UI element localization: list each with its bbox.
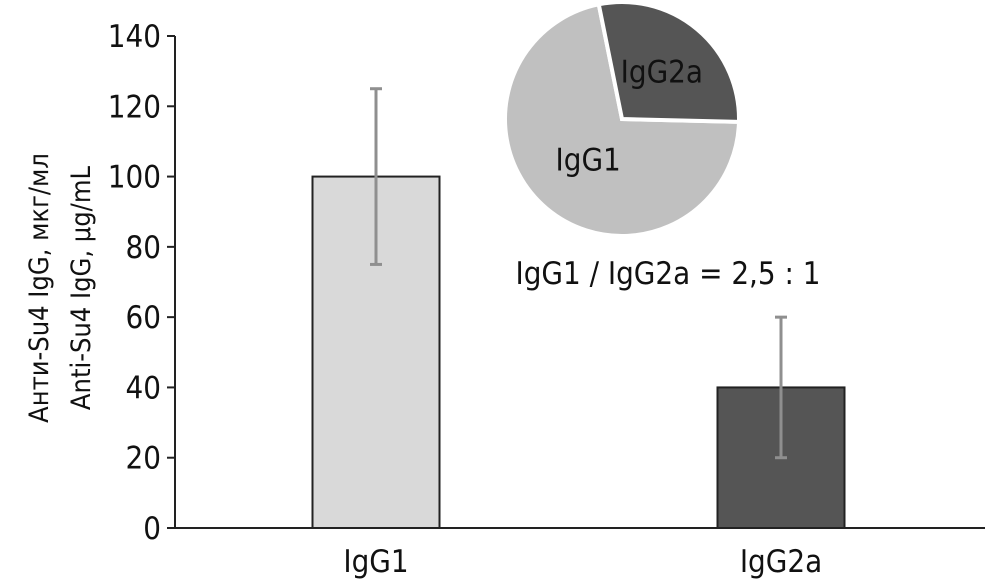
y-tick-label: 100 [108, 160, 161, 196]
x-tick-label: IgG1 [343, 544, 408, 580]
y-tick-label: 140 [108, 19, 161, 55]
y-tick-label: 60 [126, 300, 161, 336]
y-axis-label-en: Anti-Su4 IgG, µg/mL [66, 165, 97, 410]
x-axis-tick-labels: IgG1 IgG2a [343, 544, 822, 580]
pie-slices: IgG1 IgG2a [503, 0, 742, 238]
y-axis-ticks: 0 20 40 60 80 100 120 140 [108, 19, 175, 547]
bars [311, 87, 846, 529]
pie-chart: IgG1 IgG2a IgG1 / IgG2a = 2,5 : 1 [503, 0, 821, 292]
y-tick-label: 40 [126, 370, 161, 406]
y-tick-label: 80 [126, 230, 161, 266]
y-tick-label: 20 [126, 441, 161, 477]
x-tick-label: IgG2a [740, 544, 822, 580]
y-tick-label: 120 [108, 89, 161, 125]
pie-slice-igg2a [596, 0, 741, 124]
bar-chart: Анти-Su4 IgG, мкг/мл Anti-Su4 IgG, µg/mL… [24, 19, 985, 580]
pie-slice-label: IgG1 [556, 142, 621, 178]
pie-ratio-annotation: IgG1 / IgG2a = 2,5 : 1 [515, 256, 820, 292]
y-tick-label: 0 [143, 511, 161, 547]
pie-slice-label: IgG2a [621, 54, 703, 90]
y-axis-label-ru: Анти-Su4 IgG, мкг/мл [24, 153, 55, 423]
